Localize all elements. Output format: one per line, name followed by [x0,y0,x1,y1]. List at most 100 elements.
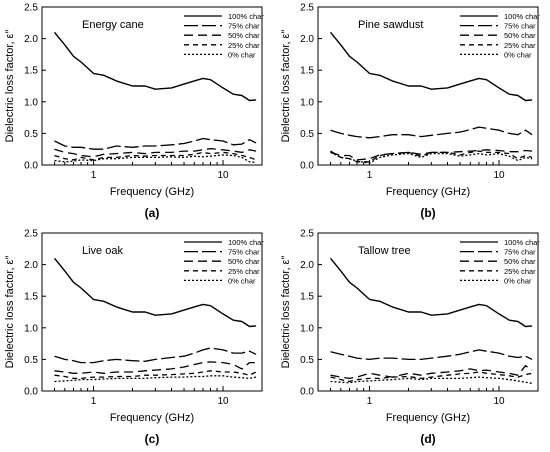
legend-label: 0% char [228,276,256,285]
y-tick-label: 2.0 [300,34,314,45]
y-tick-label: 0.0 [300,387,314,398]
series-line [54,154,257,164]
series-line [330,126,533,139]
panel-caption: (a) [145,206,160,220]
series-line [329,257,533,328]
y-axis-symbol: ε″ [280,256,292,265]
plot-frame [41,232,263,392]
y-axis-label-text: Dielectric loss factor, [280,38,292,142]
y-tick-label: 0.5 [300,129,314,140]
x-axis-label: Frequency (GHz) [110,412,194,424]
series-line [54,151,257,161]
series-line [330,149,533,161]
x-tick-label: 10 [493,396,505,407]
legend-label: 75% char [228,248,260,257]
y-axis-label: Dielectric loss factor, ε″ [4,256,16,369]
x-tick-label: 1 [91,396,97,407]
y-tick-label: 0.0 [24,161,38,172]
legend-label: 25% char [228,267,260,276]
x-tick-label: 10 [217,170,229,181]
series-line [330,365,533,380]
y-tick-label: 2.5 [300,229,314,240]
y-axis-label-text: Dielectric loss factor, [280,264,292,368]
y-axis-label: Dielectric loss factor, ε″ [280,256,292,369]
y-tick-label: 1.5 [24,292,38,303]
y-tick-label: 2.5 [300,3,314,14]
series-line [54,370,257,380]
panel-caption: (c) [145,432,160,446]
y-tick-label: 1.5 [24,66,38,77]
x-axis-label: Frequency (GHz) [386,412,470,424]
series-line [54,361,257,374]
plot-frame [41,6,263,166]
y-tick-label: 1.0 [300,97,314,108]
y-tick-label: 1.0 [24,97,38,108]
y-tick-label: 2.5 [24,3,38,14]
series-line [53,31,257,102]
legend-label: 50% char [228,31,260,40]
series-line [329,31,533,102]
series-line [54,137,257,150]
x-tick-label: 1 [91,170,97,181]
legend-label: 100% char [228,238,264,247]
y-axis-symbol: ε″ [280,30,292,39]
series-line [330,376,533,385]
y-tick-label: 0.5 [24,355,38,366]
y-tick-label: 0.0 [24,387,38,398]
legend-label: 50% char [504,31,536,40]
y-axis-label-text: Dielectric loss factor, [4,38,16,142]
y-tick-label: 0.5 [300,355,314,366]
plot-frame [317,232,539,392]
x-tick-label: 1 [367,170,373,181]
y-axis-label: Dielectric loss factor, ε″ [4,30,16,143]
panel-title: Pine sawdust [358,19,423,31]
series-line [330,349,533,361]
legend-label: 0% char [228,50,256,59]
y-axis-symbol: ε″ [4,256,16,265]
series-line [330,150,533,163]
y-axis-label-text: Dielectric loss factor, [4,264,16,368]
legend-label: 25% char [504,267,536,276]
legend-label: 50% char [228,257,260,266]
legend-label: 100% char [228,12,264,21]
x-tick-label: 10 [493,170,505,181]
series-line [54,375,257,383]
y-axis-symbol: ε″ [4,30,16,39]
y-tick-label: 0.5 [24,129,38,140]
series-line [330,151,533,164]
legend-label: 75% char [504,22,536,31]
x-axis-label: Frequency (GHz) [386,186,470,198]
y-tick-label: 1.0 [300,323,314,334]
y-tick-label: 1.0 [24,323,38,334]
y-axis-label: Dielectric loss factor, ε″ [280,30,292,143]
chart-panel: 0.0 0.5 1.0 1.5 2.0 2.5 1 10 Frequency (GHz) Diel… [4,229,264,447]
legend-label: 25% char [228,41,260,50]
legend-label: 50% char [504,257,536,266]
legend-label: 75% char [504,248,536,257]
y-tick-label: 2.5 [24,229,38,240]
legend-label: 100% char [504,12,540,21]
chart-panel: 0.0 0.5 1.0 1.5 2.0 2.5 1 10 Frequency (GHz) Diel… [4,3,264,221]
series-line [54,147,257,158]
panel-title: Tallow tree [358,245,411,257]
y-tick-label: 1.5 [300,292,314,303]
y-tick-label: 2.0 [300,260,314,271]
chart-panel: 0.0 0.5 1.0 1.5 2.0 2.5 1 10 Frequency (GHz) Diel… [280,3,540,221]
legend-label: 0% char [504,276,532,285]
panel-caption: (b) [420,206,435,220]
y-tick-label: 2.0 [24,34,38,45]
legend-label: 100% char [504,238,540,247]
legend-label: 0% char [504,50,532,59]
panel-caption: (d) [420,432,435,446]
legend-label: 75% char [228,22,260,31]
y-tick-label: 1.5 [300,66,314,77]
y-tick-label: 2.0 [24,260,38,271]
y-tick-label: 0.0 [300,161,314,172]
chart-panel: 0.0 0.5 1.0 1.5 2.0 2.5 1 10 Frequency (GHz) Diel… [280,229,540,447]
series-line [53,257,257,328]
series-line [330,371,533,383]
x-tick-label: 1 [367,396,373,407]
panel-title: Energy cane [82,19,144,31]
